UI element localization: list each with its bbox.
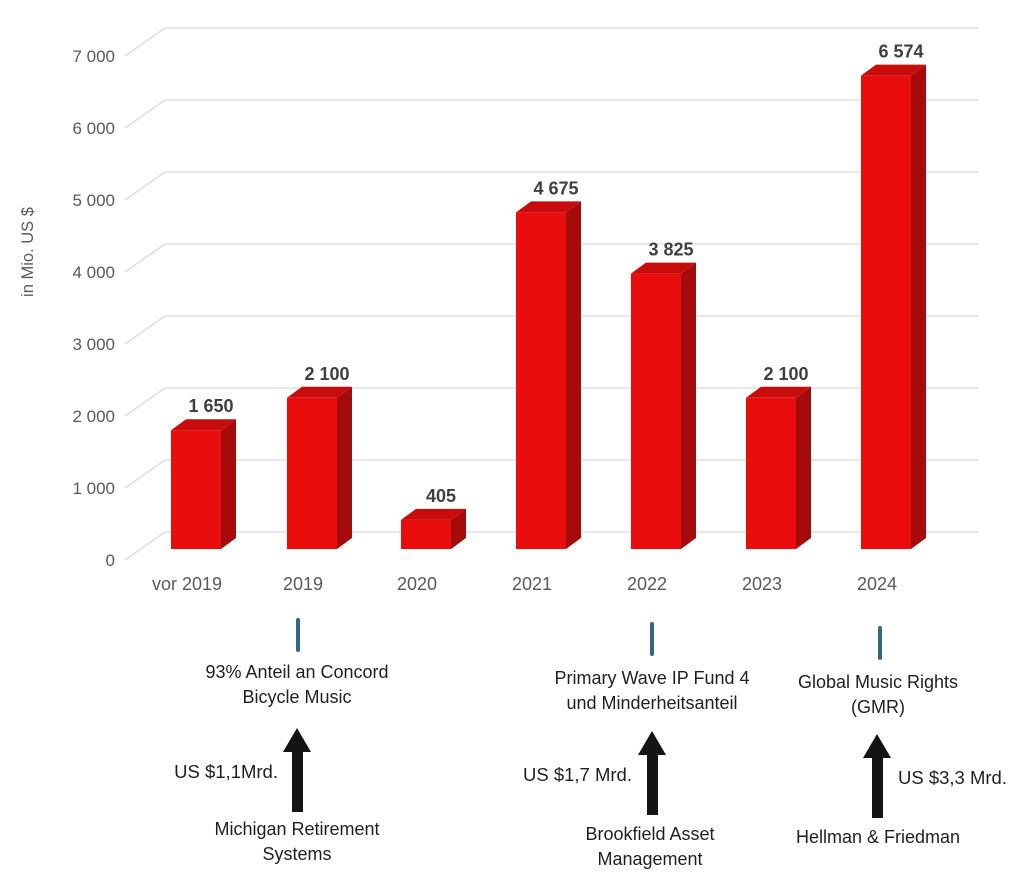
deal-label-2024: Global Music Rights (GMR)	[728, 670, 1024, 720]
deal-label-line: Primary Wave IP Fund 4	[554, 668, 750, 688]
deal-label-2022: Primary Wave IP Fund 4 und Minderheitsan…	[502, 666, 802, 716]
buyer-label-2024: Hellman & Friedman	[728, 825, 1024, 850]
bar-top-vor-2019	[171, 419, 236, 431]
bar-2022	[631, 273, 681, 549]
bar-value-vor-2019: 1 650	[188, 396, 233, 416]
bar-value-2024: 6 574	[878, 42, 923, 62]
up-arrow-2022	[638, 731, 666, 815]
bar-2023	[746, 397, 796, 549]
x-tick-label-2021: 2021	[512, 574, 552, 594]
bar-top-2023	[746, 386, 811, 398]
y-tick-label: 4 000	[72, 263, 115, 282]
buyer-label-line: Michigan Retirement	[214, 819, 380, 839]
buyer-label-line: Hellman & Friedman	[795, 827, 961, 847]
x-tick-label-2022: 2022	[627, 574, 667, 594]
annotation-tick-2019	[296, 618, 300, 652]
buyer-label-line: Brookfield Asset	[585, 824, 715, 844]
bar-top-2024	[861, 64, 926, 76]
buyer-label-2019: Michigan Retirement Systems	[147, 817, 447, 867]
bar-side-2021	[566, 201, 581, 549]
gridline	[124, 27, 979, 57]
deal-amount-2024: US $3,3 Mrd.	[898, 767, 1007, 788]
deal-label-line: Global Music Rights	[797, 672, 959, 692]
deal-amount-2022: US $1,7 Mrd.	[523, 764, 632, 785]
gridline	[124, 243, 979, 273]
y-tick-label: 0	[106, 551, 115, 570]
bar-value-2021: 4 675	[533, 178, 578, 198]
annotation-tick-2024	[878, 626, 882, 660]
up-arrow-2019	[283, 728, 311, 812]
arrow-shaft	[646, 755, 658, 815]
y-tick-label: 5 000	[72, 191, 115, 210]
buyer-label-line: Management	[597, 849, 703, 869]
bar-value-2019: 2 100	[304, 364, 349, 384]
y-tick-label: 3 000	[72, 335, 115, 354]
deal-label-line: und Minderheitsanteil	[566, 693, 738, 713]
3d-bar-chart: 0 1 000 2 000 3 000 4 000 5 000 6 000 7 000 in M…	[19, 27, 979, 594]
arrow-shaft	[871, 758, 883, 818]
deal-label-line: 93% Anteil an Concord	[205, 662, 389, 682]
deal-label-2019: 93% Anteil an Concord Bicycle Music	[147, 660, 447, 710]
bar-vor-2019	[171, 430, 221, 549]
up-arrow-2024	[863, 734, 891, 818]
gridline	[124, 387, 979, 417]
gridline	[124, 459, 979, 489]
bar-value-2022: 3 825	[648, 240, 693, 260]
arrow-head-icon	[283, 728, 311, 752]
buyer-label-line: Systems	[262, 844, 332, 864]
x-tick-label-2020: 2020	[397, 574, 437, 594]
bar-top-2022	[631, 262, 696, 274]
buyer-label-2022: Brookfield Asset Management	[500, 822, 800, 872]
arrow-shaft	[291, 752, 303, 812]
x-tick-label-2023: 2023	[742, 574, 782, 594]
y-tick-label: 2 000	[72, 407, 115, 426]
y-tick-label: 6 000	[72, 119, 115, 138]
deal-amount-2019: US $1,1Mrd.	[174, 761, 278, 782]
gridline	[124, 171, 979, 201]
deal-label-line: (GMR)	[851, 697, 905, 717]
bar-2020	[401, 519, 451, 549]
gridline	[124, 531, 979, 561]
bar-2019	[287, 397, 337, 549]
bar-side-vor-2019	[221, 419, 236, 549]
deal-label-line: Bicycle Music	[242, 687, 352, 707]
bar-side-2024	[911, 64, 926, 549]
x-tick-label-2024: 2024	[857, 574, 897, 594]
bar-side-2020	[451, 508, 466, 549]
bar-top-2019	[287, 386, 352, 398]
y-tick-label: 7 000	[72, 47, 115, 66]
y-tick-label: 1 000	[72, 479, 115, 498]
gridline	[124, 315, 979, 345]
bar-value-2023: 2 100	[763, 364, 808, 384]
bar-side-2022	[681, 262, 696, 549]
bar-top-2020	[401, 508, 466, 520]
gridline	[124, 99, 979, 129]
arrow-head-icon	[863, 734, 891, 758]
bar-side-2023	[796, 386, 811, 549]
x-tick-label-vor-2019: vor 2019	[152, 574, 222, 594]
bar-side-2019	[337, 386, 352, 549]
y-axis-title: in Mio. US $	[19, 207, 37, 297]
bar-2024	[861, 75, 911, 549]
x-tick-label-2019: 2019	[283, 574, 323, 594]
arrow-head-icon	[638, 731, 666, 755]
annotation-tick-2022	[650, 622, 654, 656]
bar-value-2020: 405	[426, 486, 456, 506]
bar-2021	[516, 212, 566, 549]
bar-top-2021	[516, 201, 581, 213]
